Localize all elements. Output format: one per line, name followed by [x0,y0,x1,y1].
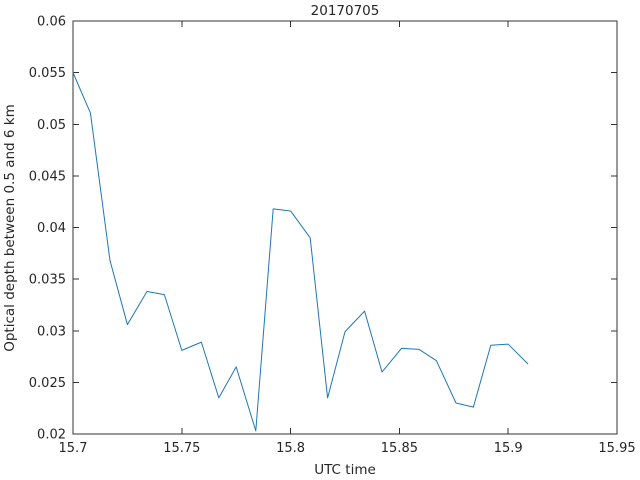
x-tick-label: 15.7 [59,441,88,456]
x-tick-label: 15.95 [598,441,635,456]
data-series-line [72,72,529,432]
tick-marks [72,20,618,435]
y-tick-label: 0.02 [37,428,66,443]
x-axis-tick-labels: 15.7 15.75 15.8 15.85 15.9 15.95 [59,441,636,456]
y-axis-label: Optical depth between 0.5 and 6 km [2,104,18,352]
chart-title: 20170705 [311,3,380,19]
x-tick-label: 15.85 [381,441,418,456]
y-tick-label: 0.05 [37,118,66,133]
y-axis-tick-labels: 0.02 0.025 0.03 0.035 0.04 0.045 0.05 0.055 0.06 [29,15,66,443]
x-tick-label: 15.75 [163,441,200,456]
x-tick-label: 15.8 [276,441,305,456]
x-axis-label: UTC time [314,462,376,478]
y-tick-label: 0.055 [29,66,66,81]
y-tick-label: 0.04 [37,221,66,236]
y-tick-label: 0.035 [29,273,66,288]
x-tick-label: 15.9 [494,441,523,456]
y-tick-label: 0.06 [37,15,66,30]
plot-area-border [72,20,618,435]
y-tick-label: 0.025 [29,376,66,391]
y-tick-label: 0.03 [37,324,66,339]
y-tick-label: 0.045 [29,169,66,184]
